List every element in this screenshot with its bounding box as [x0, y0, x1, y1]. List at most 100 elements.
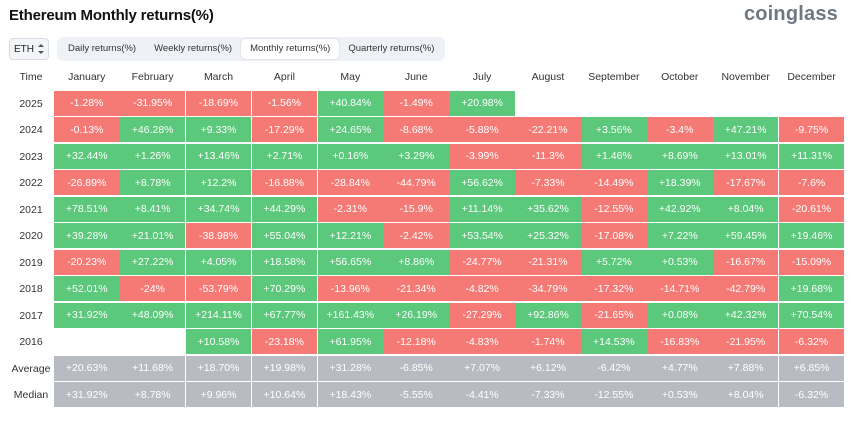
- year-label: 2017: [19, 309, 43, 322]
- return-cell: -24.77%: [449, 249, 515, 276]
- return-cell: -21.65%: [581, 302, 647, 329]
- return-cell: -34.79%: [515, 276, 581, 302]
- return-cell: +13.01%: [712, 143, 779, 170]
- returns-table: Time January February March April May Ju…: [8, 64, 845, 409]
- return-cell: -3.4%: [647, 117, 713, 143]
- period-tabs: Daily returns(%) Weekly returns(%) Month…: [57, 37, 446, 61]
- stat-cell: +9.96%: [185, 382, 252, 408]
- return-cell: +18.58%: [251, 249, 318, 276]
- month-header: October: [647, 64, 713, 90]
- return-cell: +11.14%: [449, 196, 515, 223]
- return-cell: +1.26%: [119, 143, 186, 170]
- stat-cell: +10.64%: [251, 382, 318, 408]
- stat-cell: +4.77%: [647, 355, 713, 382]
- month-header: February: [119, 64, 186, 90]
- stat-cell: +0.53%: [647, 382, 713, 408]
- return-cell: -16.88%: [251, 170, 318, 196]
- year-label: 2022: [19, 177, 43, 190]
- return-cell: +44.29%: [251, 196, 318, 223]
- return-cell: +46.28%: [119, 117, 186, 143]
- return-cell: -2.31%: [317, 196, 384, 223]
- return-cell: +48.09%: [119, 302, 186, 329]
- return-cell: +0.16%: [317, 143, 384, 170]
- return-cell: -14.71%: [647, 276, 713, 302]
- return-cell: +1.46%: [581, 143, 647, 170]
- return-cell: -26.89%: [54, 170, 120, 196]
- return-cell: -0.13%: [54, 117, 120, 143]
- return-cell: -17.67%: [712, 170, 779, 196]
- return-cell: +24.65%: [317, 117, 384, 143]
- return-cell: -22.21%: [515, 117, 581, 143]
- return-cell: -1.74%: [515, 329, 581, 355]
- tab-daily[interactable]: Daily returns(%): [68, 43, 137, 54]
- return-cell: +8.69%: [647, 143, 713, 170]
- stat-cell: +7.07%: [449, 355, 515, 382]
- chevron-updown-icon: [38, 44, 44, 54]
- return-cell: +32.44%: [54, 143, 120, 170]
- table-row: 2018 +52.01% -24% -53.79% +70.29% -13.96% -21.…: [8, 276, 845, 303]
- return-cell: -6.32%: [778, 329, 845, 355]
- return-cell: +3.56%: [581, 117, 647, 143]
- stat-row: Median +31.92% +8.78% +9.96% +10.64% +18.43% -…: [8, 382, 845, 409]
- return-cell: -4.83%: [449, 329, 515, 355]
- tab-monthly[interactable]: Monthly returns(%): [241, 39, 340, 59]
- return-cell: [581, 91, 647, 117]
- tab-quarterly[interactable]: Quarterly returns(%): [348, 43, 435, 54]
- stat-cell: -4.41%: [449, 382, 515, 408]
- return-cell: [647, 91, 713, 117]
- stat-cell: +7.88%: [712, 355, 779, 382]
- time-column-header: Time: [19, 71, 43, 84]
- return-cell: -14.49%: [581, 170, 647, 196]
- return-cell: +61.95%: [317, 329, 384, 355]
- return-cell: +19.46%: [778, 223, 845, 249]
- month-header: November: [712, 64, 779, 90]
- stat-cell: +20.63%: [54, 355, 120, 382]
- year-label: 2024: [19, 124, 43, 137]
- return-cell: -17.29%: [251, 117, 318, 143]
- stat-cell: +31.28%: [317, 355, 384, 382]
- return-cell: +31.92%: [54, 302, 120, 329]
- return-cell: -17.08%: [581, 223, 647, 249]
- return-cell: -21.95%: [712, 329, 779, 355]
- return-cell: +8.78%: [119, 170, 186, 196]
- table-row: 2016 +10.58% -23.18% +61.95% -12.18% -4.83% -1…: [8, 329, 845, 356]
- return-cell: +161.43%: [317, 302, 384, 329]
- return-cell: -31.95%: [119, 90, 186, 117]
- year-label: 2020: [19, 230, 43, 243]
- return-cell: +21.01%: [119, 223, 186, 249]
- stat-cell: +18.70%: [185, 355, 252, 382]
- coin-select[interactable]: ETH: [9, 38, 49, 60]
- table-row: 2020 +39.28% +21.01% -38.98% +55.04% +12.21% -…: [8, 223, 845, 250]
- return-cell: +70.29%: [251, 276, 318, 302]
- return-cell: +5.72%: [581, 249, 647, 276]
- return-cell: +34.74%: [185, 196, 252, 223]
- return-cell: +12.2%: [185, 170, 252, 196]
- return-cell: +3.29%: [383, 143, 449, 170]
- stat-cell: +8.78%: [119, 382, 186, 408]
- return-cell: +0.53%: [647, 249, 713, 276]
- year-label: 2021: [19, 203, 43, 216]
- table-row: 2017 +31.92% +48.09% +214.11% +67.77% +161.43…: [8, 302, 845, 330]
- brand-logo: coinglass: [743, 3, 838, 25]
- month-header: August: [515, 64, 581, 90]
- tab-weekly[interactable]: Weekly returns(%): [154, 43, 233, 54]
- return-cell: [119, 329, 186, 355]
- return-cell: +12.21%: [317, 223, 384, 249]
- return-cell: -13.96%: [317, 276, 384, 302]
- return-cell: -21.34%: [383, 276, 449, 302]
- return-cell: -5.88%: [449, 117, 515, 143]
- stat-cell: -6.42%: [581, 355, 647, 382]
- stat-cell: -7.33%: [515, 382, 581, 408]
- return-cell: +27.22%: [119, 249, 186, 276]
- return-cell: +26.19%: [383, 302, 449, 329]
- return-cell: [515, 91, 581, 117]
- return-cell: -28.84%: [317, 170, 384, 196]
- return-cell: -1.28%: [54, 90, 120, 117]
- stat-cell: +31.92%: [54, 382, 120, 408]
- return-cell: [778, 91, 845, 117]
- return-cell: +40.84%: [317, 90, 384, 117]
- return-cell: -3.99%: [449, 143, 515, 170]
- return-cell: -27.29%: [449, 302, 515, 329]
- return-cell: +214.11%: [185, 302, 252, 329]
- table-row: 2024 -0.13% +46.28% +9.33% -17.29% +24.65% -8.…: [8, 117, 845, 144]
